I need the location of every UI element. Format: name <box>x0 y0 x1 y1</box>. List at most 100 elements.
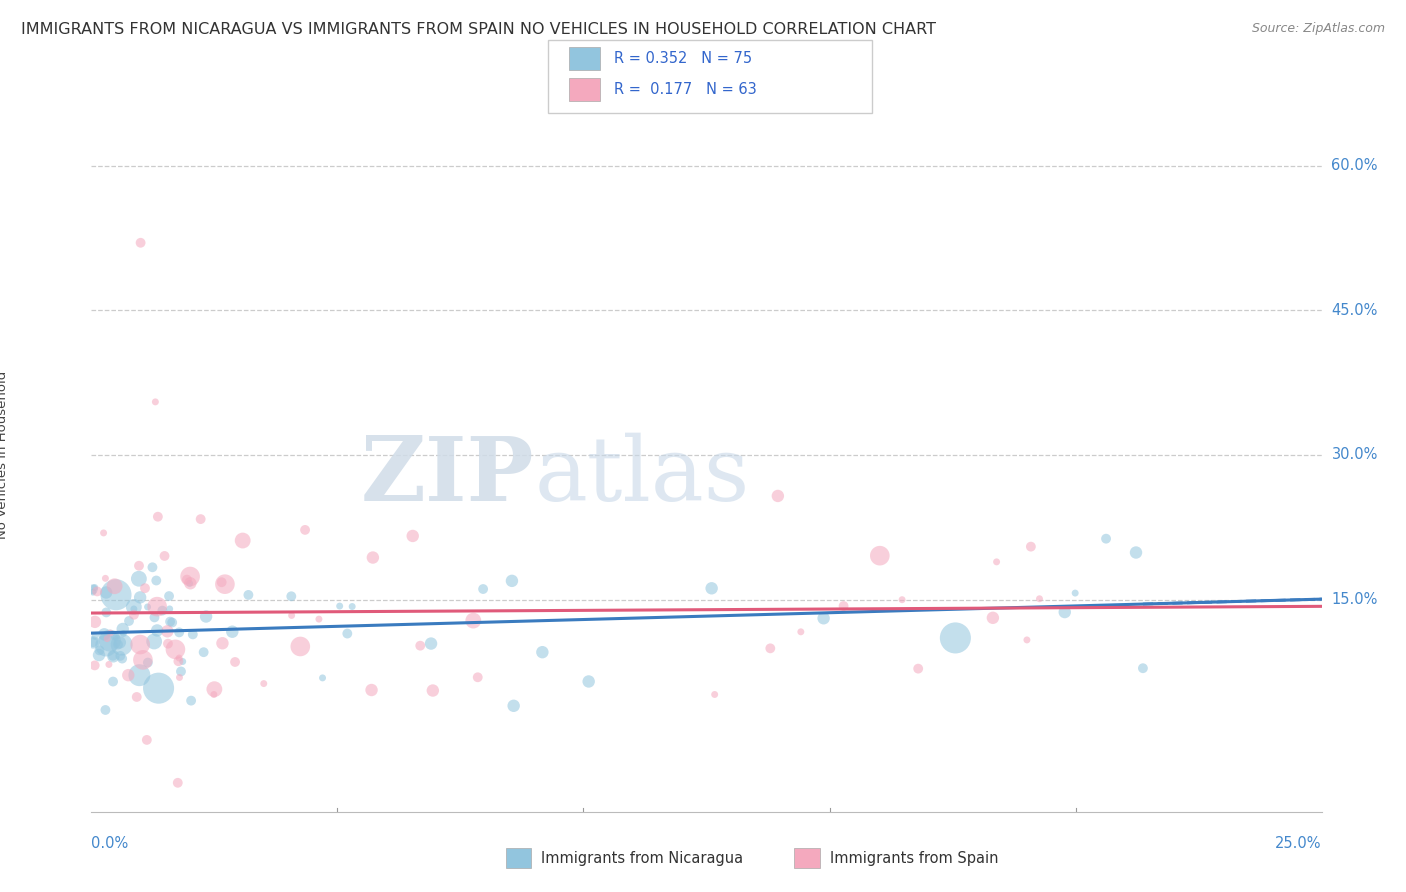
Point <box>202 688 225 702</box>
Point <box>129 591 152 605</box>
Point <box>472 582 495 596</box>
Point <box>125 690 148 704</box>
Point <box>1019 540 1042 554</box>
Point <box>336 626 359 640</box>
Point <box>167 625 190 640</box>
Point <box>790 624 813 639</box>
Point <box>129 638 152 652</box>
Point <box>108 635 131 649</box>
Point <box>211 636 233 650</box>
Point <box>101 648 124 663</box>
Point <box>501 574 523 588</box>
Point <box>1028 591 1050 606</box>
Point <box>122 599 145 614</box>
Text: R =  0.177   N = 63: R = 0.177 N = 63 <box>614 82 758 97</box>
Point <box>83 658 105 673</box>
Point <box>1095 532 1118 546</box>
Point <box>93 525 115 540</box>
Point <box>110 648 132 663</box>
Point <box>111 651 134 665</box>
Point <box>195 609 218 624</box>
Point <box>329 599 352 613</box>
Point <box>83 581 105 595</box>
Point <box>308 612 330 626</box>
Text: Immigrants from Nicaragua: Immigrants from Nicaragua <box>541 851 744 865</box>
Point <box>986 555 1008 569</box>
Point <box>98 633 121 648</box>
Point <box>111 622 134 636</box>
Point <box>294 523 316 537</box>
Point <box>89 643 111 657</box>
Point <box>153 549 176 563</box>
Point <box>117 668 139 682</box>
Text: Source: ZipAtlas.com: Source: ZipAtlas.com <box>1251 22 1385 36</box>
Point <box>759 641 782 656</box>
Point <box>181 627 204 641</box>
Point <box>280 589 302 603</box>
Point <box>118 614 141 628</box>
Point <box>128 558 150 573</box>
Point <box>981 611 1004 625</box>
Point <box>170 665 193 679</box>
Point <box>409 639 432 653</box>
Point <box>166 776 188 790</box>
Point <box>132 653 155 667</box>
Point <box>145 574 167 588</box>
Point <box>86 584 108 599</box>
Point <box>135 732 157 747</box>
Point <box>167 651 190 665</box>
Point <box>82 585 104 599</box>
Text: R = 0.352   N = 75: R = 0.352 N = 75 <box>614 51 752 66</box>
Point <box>578 674 600 689</box>
Point <box>165 642 187 657</box>
Point <box>700 582 723 596</box>
Text: 25.0%: 25.0% <box>1275 836 1322 851</box>
Point <box>93 627 115 641</box>
Point <box>190 512 212 526</box>
Point <box>96 639 118 653</box>
Point <box>179 569 201 583</box>
Point <box>96 585 118 599</box>
Point <box>238 588 260 602</box>
Point <box>122 602 145 616</box>
Point <box>145 395 166 409</box>
Point <box>176 573 198 587</box>
Point <box>179 576 201 591</box>
Point <box>463 614 485 628</box>
Point <box>84 629 107 643</box>
Point <box>422 683 444 698</box>
Point <box>891 592 914 607</box>
Point <box>703 688 725 702</box>
Point <box>202 682 225 697</box>
Point <box>221 624 243 639</box>
Point <box>945 631 967 645</box>
Text: 15.0%: 15.0% <box>1331 592 1378 607</box>
Point <box>160 615 183 630</box>
Point <box>87 648 110 662</box>
Point <box>1064 586 1087 600</box>
Point <box>156 637 179 651</box>
Point <box>148 681 170 695</box>
Point <box>502 698 524 713</box>
Point <box>813 611 835 625</box>
Point <box>224 655 246 669</box>
Point <box>193 645 215 659</box>
Point <box>94 703 117 717</box>
Point <box>143 634 166 648</box>
Text: ZIP: ZIP <box>361 433 534 520</box>
Point <box>94 571 117 585</box>
Point <box>869 549 891 563</box>
Point <box>129 235 152 250</box>
Text: 0.0%: 0.0% <box>91 836 128 851</box>
Point <box>98 626 121 640</box>
Point <box>159 615 181 629</box>
Point <box>97 657 120 672</box>
Point <box>150 604 173 618</box>
Point <box>146 624 169 638</box>
Point <box>143 610 166 624</box>
Point <box>766 489 789 503</box>
Point <box>340 599 363 614</box>
Text: 60.0%: 60.0% <box>1331 158 1378 173</box>
Point <box>111 638 134 652</box>
Point <box>96 632 118 646</box>
